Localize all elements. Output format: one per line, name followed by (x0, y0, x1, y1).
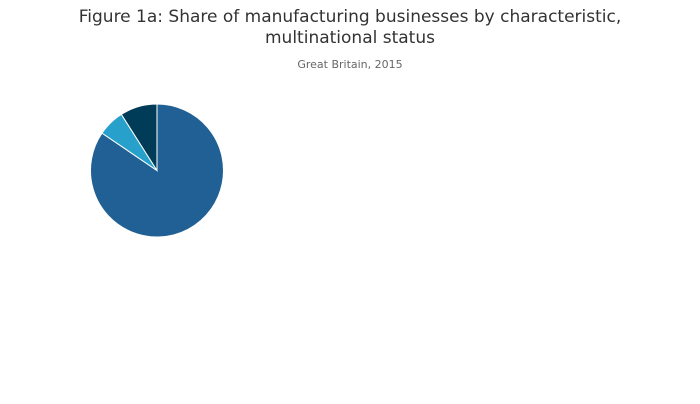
chart-title-line-2: multinational status (265, 28, 435, 48)
chart-subtitle: Great Britain, 2015 (297, 58, 403, 71)
chart-title-line-1: Figure 1a: Share of manufacturing busine… (78, 7, 622, 27)
chart-title: Figure 1a: Share of manufacturing busine… (0, 7, 700, 49)
pie-slice-3[interactable] (120, 103, 158, 173)
